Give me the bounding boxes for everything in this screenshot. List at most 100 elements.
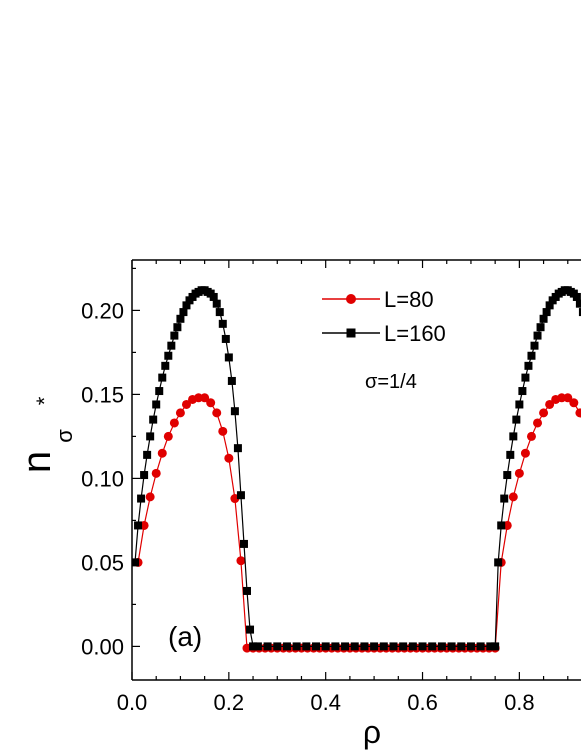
data-point-l-160 [302,642,311,651]
data-point-l-160 [578,308,581,317]
data-point-l-160 [491,642,500,651]
data-point-l-160 [233,444,242,453]
data-point-l-160 [218,319,227,328]
data-point-l-80 [514,468,524,478]
data-point-l-80 [569,398,579,408]
data-point-l-160 [173,323,182,332]
data-point-l-160 [476,642,485,651]
data-point-l-160 [539,314,548,323]
data-point-l-80 [218,426,228,436]
x-tick-label: 0.0 [117,690,148,715]
data-point-l-80 [163,431,173,441]
data-point-l-160 [418,642,427,651]
data-point-l-160 [158,373,167,382]
data-point-l-80 [169,418,179,428]
data-point-l-80 [212,408,222,418]
data-point-l-160 [486,642,495,651]
data-point-l-160 [521,373,530,382]
data-point-l-160 [273,642,282,651]
data-point-l-160 [164,351,173,360]
y-axis-label-main: n [15,451,59,473]
data-point-l-160 [176,314,185,323]
data-point-l-160 [466,642,475,651]
data-point-l-160 [221,334,230,343]
data-point-l-160 [545,301,554,310]
data-point-l-160 [509,432,518,441]
data-point-l-80 [181,399,191,409]
y-tick-label: 0.00 [81,634,124,659]
data-point-l-160 [428,642,437,651]
x-tick-label: 0.8 [504,690,535,715]
data-point-l-160 [512,415,521,424]
data-point-l-160 [292,642,301,651]
data-point-l-160 [236,491,245,500]
data-point-l-160 [515,400,524,409]
data-point-l-80 [206,398,216,408]
data-point-l-80 [563,393,573,403]
legend-marker [346,294,356,304]
data-point-l-160 [370,642,379,651]
legend-label: L=160 [384,321,446,346]
data-point-l-160 [389,642,398,651]
data-point-l-80 [575,408,581,418]
data-point-l-160 [360,642,369,651]
y-axis-label-superscript: * [32,396,57,405]
data-point-l-160 [331,642,340,651]
x-axis-label: ρ [363,714,381,750]
data-point-l-80 [508,492,518,502]
data-point-l-160 [246,625,255,634]
data-point-l-160 [542,308,551,317]
data-point-l-160 [143,450,152,459]
y-tick-label: 0.10 [81,466,124,491]
y-tick-label: 0.15 [81,382,124,407]
y-tick-label: 0.20 [81,298,124,323]
data-point-l-80 [539,408,549,418]
data-point-l-160 [341,642,350,651]
data-point-l-80 [151,468,161,478]
x-tick-label: 0.6 [407,690,438,715]
data-point-l-160 [497,521,506,530]
data-point-l-160 [518,387,527,396]
data-point-l-160 [572,292,581,301]
data-point-l-160 [224,353,233,362]
data-point-l-160 [227,376,236,385]
data-point-l-80 [533,418,543,428]
data-point-l-160 [282,642,291,651]
sigma-annotation: σ=1/4 [365,371,417,393]
data-point-l-160 [170,331,179,340]
legend-label: L=80 [384,287,434,312]
data-point-l-80 [236,556,246,566]
axes: 0.0 0.2 0.4 0.6 0.8 0.00 0.05 0.10 0.15 0.20 [81,259,581,715]
data-point-l-160 [312,642,320,651]
data-point-l-80 [200,393,210,403]
data-point-l-160 [182,301,191,310]
data-point-l-160 [167,341,176,350]
data-point-l-160 [179,308,188,317]
data-point-l-160 [533,331,542,340]
data-point-l-160 [457,642,466,651]
legend-marker [346,328,356,338]
data-point-l-160 [575,299,581,308]
data-point-l-160 [132,558,140,567]
data-point-l-160 [243,586,251,595]
data-point-l-160 [253,642,262,651]
y-axis-label-subscript: σ [52,429,77,443]
data-point-l-80 [157,448,167,458]
legend: L=80 L=160 [322,287,446,346]
panel-label: (a) [168,621,202,652]
data-point-l-160 [152,400,161,409]
data-point-l-160 [530,341,539,350]
data-point-l-160 [212,299,221,308]
data-point-l-160 [209,292,218,301]
data-point-l-80 [145,492,155,502]
data-point-l-160 [155,387,164,396]
legend-item-l-80: L=80 [322,287,434,312]
data-point-l-80 [175,408,185,418]
series-line-l-160 [134,289,581,648]
data-point-l-80 [545,399,555,409]
y-axis-label: n * σ [15,396,77,473]
series-layer [132,286,581,653]
data-point-l-160 [146,432,155,441]
x-tick-label: 0.2 [214,690,245,715]
